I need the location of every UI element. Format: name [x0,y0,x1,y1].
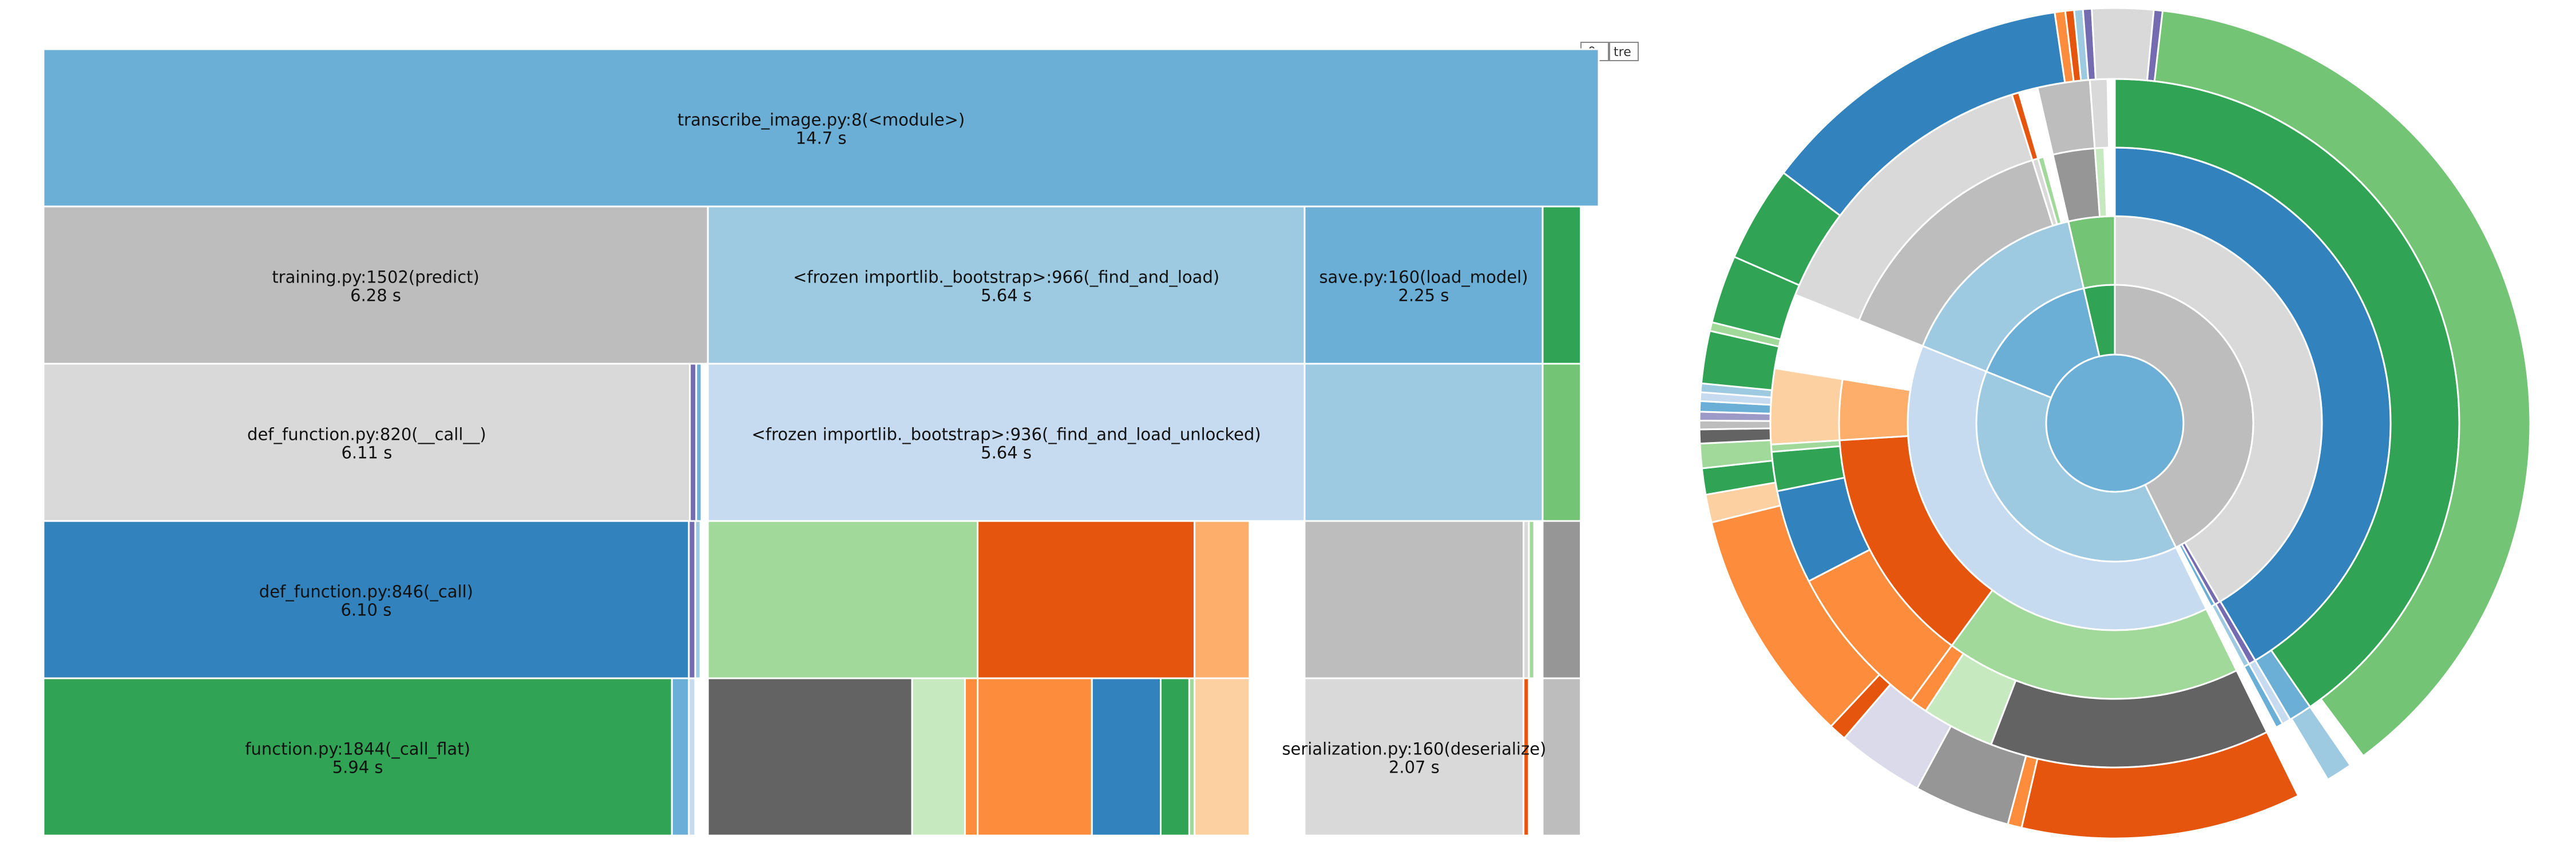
icicle-cell[interactable] [42,520,690,679]
sunburst-arc[interactable] [1769,367,1844,446]
sunburst-arc[interactable] [2242,662,2284,729]
sunburst-arcs [1698,7,2531,840]
icicle-cell-name: function.py:1844(_call_flat) [245,739,470,759]
icicle-cell[interactable] [977,520,1196,679]
icicle-labels: transcribe_image.py:8(<module>)14.7 s tra… [245,110,1546,777]
icicle-cell[interactable] [977,677,1093,837]
icicle-chart: 0. tre transcribe_image.py:8(<module>)14… [42,42,1639,837]
icicle-cell[interactable] [1194,520,1251,679]
icicle-cell-value: 14.7 s [796,129,847,148]
sunburst-arc[interactable] [2146,9,2164,82]
icicle-cell-value: 5.64 s [981,443,1032,463]
icicle-cell[interactable] [694,520,702,679]
icicle-cell[interactable] [1541,520,1582,679]
icicle-cell[interactable] [1303,520,1525,679]
icicle-cell[interactable] [1541,677,1582,837]
icicle-cell[interactable] [1091,677,1162,837]
icicle-cells [42,48,1600,837]
icicle-cell-value: 2.07 s [1389,758,1440,777]
icicle-cell-name: def_function.py:820(__call__) [247,425,486,444]
icicle-cell[interactable] [688,677,696,837]
icicle-cell-name: training.py:1502(predict) [272,268,479,287]
sunburst-arc[interactable] [2114,7,2531,757]
icicle-cell-value: 5.94 s [332,758,383,777]
icicle-cell-value: 6.28 s [350,286,401,305]
icicle-cell[interactable] [1528,520,1535,679]
icicle-cell[interactable] [1303,677,1525,837]
sunburst-arc[interactable] [1698,427,1772,445]
sunburst-arc[interactable] [2091,7,2155,82]
icicle-cell[interactable] [707,520,979,679]
mode-toggle-button[interactable] [1609,42,1639,61]
icicle-cell[interactable] [911,677,966,837]
sunburst-arc[interactable] [1838,378,1912,442]
icicle-cell-value: 6.10 s [340,600,391,620]
icicle-cell[interactable] [1541,363,1582,522]
icicle-cell-value: 6.11 s [341,443,392,463]
icicle-cell-name: def_function.py:846(_call) [259,582,473,602]
sunburst-arc[interactable] [2036,156,2063,226]
icicle-cell[interactable] [42,363,691,522]
icicle-cell-name: transcribe_image.py:8(<module>) [677,110,965,130]
icicle-cell-value: 2.25 s [1398,286,1449,305]
sunburst-arc[interactable] [1698,419,1772,431]
icicle-cell[interactable] [1194,677,1251,837]
icicle-cell[interactable] [42,677,673,837]
icicle-cell-name: <frozen importlib._bootstrap>:966(_find_… [793,268,1219,287]
icicle-cell[interactable] [707,677,913,837]
icicle-cell-name: <frozen importlib._bootstrap>:936(_find_… [751,425,1261,444]
sunburst-arc[interactable] [2290,705,2352,781]
mode-toggle-label: tre [1614,45,1631,59]
icicle-cell[interactable] [1523,677,1530,837]
sunburst-arc[interactable] [2036,78,2096,156]
sunburst-arc[interactable] [2051,147,2101,223]
icicle-cell-value: 5.64 s [981,286,1032,305]
icicle-cell-name: save.py:160(load_model) [1319,268,1528,287]
icicle-cell-name: serialization.py:160(deserialize) [1282,739,1546,759]
